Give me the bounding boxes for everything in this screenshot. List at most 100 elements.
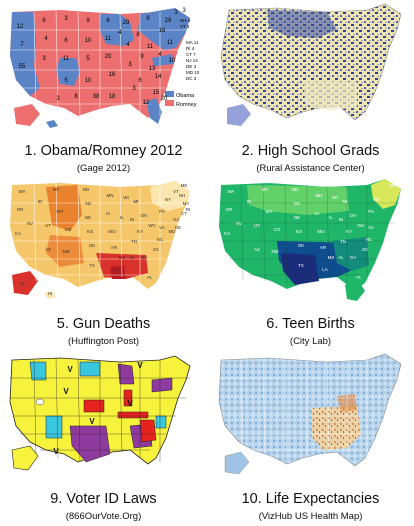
- state-abbreviation: SD: [85, 201, 92, 206]
- state-abbreviation: IN: [130, 217, 135, 222]
- state-abbreviation: IA: [106, 211, 110, 216]
- state-abbreviation: TN: [131, 239, 137, 244]
- state-abbreviation: OK: [89, 243, 96, 248]
- panel-source: (City Lab): [289, 336, 332, 347]
- panel-high-school-grads: 2. High School Grads (Rural Assistance C…: [207, 0, 414, 175]
- state-electoral-votes: 20: [161, 96, 168, 102]
- state-abbreviation: FL: [356, 275, 362, 280]
- state-borders: [10, 9, 190, 117]
- state-electoral-votes: 14: [155, 74, 162, 80]
- panel-title: 6. Teen Births: [266, 316, 355, 332]
- election-map: Obama Romney 551276433611591051061120161…: [10, 8, 200, 128]
- state-abbreviation: PA: [159, 209, 165, 214]
- nevada-marker-icon: [35, 398, 45, 406]
- state-abbreviation: GA: [350, 255, 357, 260]
- state-abbreviation: MA: [183, 201, 190, 206]
- state-abbreviation: WA: [18, 189, 25, 194]
- state-abbreviation: CA: [15, 231, 21, 236]
- state-abbreviation: SD: [294, 201, 301, 206]
- state-abbreviation: WY: [56, 209, 63, 214]
- v-marker: V: [63, 387, 69, 396]
- state-abbreviation: AL: [338, 255, 344, 260]
- state-abbreviation: OK: [298, 243, 305, 248]
- east-coast-state-label: RI 4: [186, 46, 195, 51]
- state-electoral-votes: 16: [109, 72, 116, 78]
- state-abbreviation: AR: [111, 245, 118, 250]
- state-electoral-votes: 6: [106, 18, 110, 24]
- georgia-red: [139, 419, 157, 443]
- state-abbreviation: ND: [292, 187, 299, 192]
- state-abbreviation: MN: [316, 193, 323, 198]
- state-abbreviation: AZ: [254, 247, 260, 252]
- panel-title: 10. Life Expectancies: [241, 491, 380, 507]
- state-electoral-votes: 3: [174, 10, 178, 16]
- state-abbreviation: IL: [120, 215, 124, 220]
- hawaii: [46, 120, 58, 128]
- state-electoral-votes: 4: [126, 42, 130, 48]
- southeast-teal: [333, 237, 369, 271]
- state-abbreviation: CA: [224, 231, 230, 236]
- virginia-obama: [152, 54, 174, 66]
- v-marker: V: [67, 365, 73, 374]
- state-abbreviation: CO: [65, 227, 72, 232]
- state-abbreviation: NH: [179, 193, 186, 198]
- state-abbreviation: MI: [134, 199, 139, 204]
- panel-source: (Gage 2012): [76, 163, 131, 174]
- voter-id-map: V V V V V V: [9, 355, 191, 471]
- state-electoral-votes: 4: [118, 30, 122, 36]
- state-abbreviation: NC: [366, 237, 373, 242]
- state-abbreviation: VA: [159, 225, 165, 230]
- legend-obama-label: Obama: [176, 93, 195, 99]
- state-abbreviation: IA: [315, 211, 319, 216]
- state-electoral-votes: 3: [64, 16, 68, 22]
- florida-obama: [146, 98, 162, 124]
- v-marker-labels: V V V V V V: [53, 361, 143, 456]
- state-abbreviation: MO: [317, 229, 325, 234]
- panel-teen-births: WA OR CA NV ID MT WY UT AZ NM CO ND SD NE KS OK TX MN IA MO…: [207, 175, 414, 350]
- state-abbreviation: LA: [113, 267, 119, 272]
- state-abbreviation: TX: [298, 263, 304, 268]
- high-school-grads-map: [220, 3, 402, 126]
- state-abbreviation: MN: [107, 193, 114, 198]
- alaska: [345, 281, 365, 301]
- state-electoral-votes: 7: [20, 42, 24, 48]
- state-electoral-votes: 38: [93, 94, 100, 100]
- state-abbreviation: KY: [137, 229, 143, 234]
- state-abbreviation: IL: [329, 215, 333, 220]
- state-abbreviation: RI: [186, 207, 191, 212]
- state-abbreviation: ID: [247, 199, 252, 204]
- east-coast-state-label: MD 10: [186, 70, 200, 75]
- state-abbreviation: WI: [123, 195, 129, 200]
- panel-source: (Rural Assistance Center): [256, 163, 365, 174]
- alaska: [11, 445, 39, 471]
- state-electoral-votes: 8: [74, 94, 78, 100]
- state-electoral-votes: 3: [42, 56, 46, 62]
- state-abbreviation: NJ: [173, 217, 179, 222]
- state-borders: [10, 357, 190, 463]
- state-abbreviation: MO: [108, 229, 116, 234]
- arizona-cyan: [45, 415, 63, 439]
- state-abbreviation: HI: [48, 291, 53, 296]
- state-abbreviation-labels: WA OR CA NV ID MT WY UT AZ NM CO ND SD NE KS OK TX MN IA MO…: [224, 183, 397, 280]
- east-coast-state-label: MA 11: [186, 40, 199, 45]
- state-abbreviation: NE: [85, 215, 91, 220]
- mountain-west-high: [46, 185, 82, 231]
- alaska: [224, 451, 250, 475]
- south-low-expectancy: [311, 406, 361, 450]
- hawaii: [44, 291, 56, 299]
- state-abbreviation: NV: [236, 221, 242, 226]
- panel-source: (Huffington Post): [67, 336, 140, 347]
- state-abbreviation: VT: [173, 189, 179, 194]
- state-electoral-votes: 11: [63, 56, 70, 62]
- state-electoral-votes: 10: [85, 38, 92, 44]
- state-electoral-votes: 12: [143, 100, 150, 106]
- panel-source: (VizHub US Health Map): [258, 511, 363, 522]
- state-abbreviation: OR: [226, 207, 234, 212]
- state-abbreviation: UT: [45, 223, 51, 228]
- state-electoral-votes: 29: [165, 18, 172, 24]
- legend-romney-swatch: [165, 100, 174, 106]
- state-electoral-votes: 11: [105, 36, 112, 42]
- state-electoral-votes: 15: [153, 90, 160, 96]
